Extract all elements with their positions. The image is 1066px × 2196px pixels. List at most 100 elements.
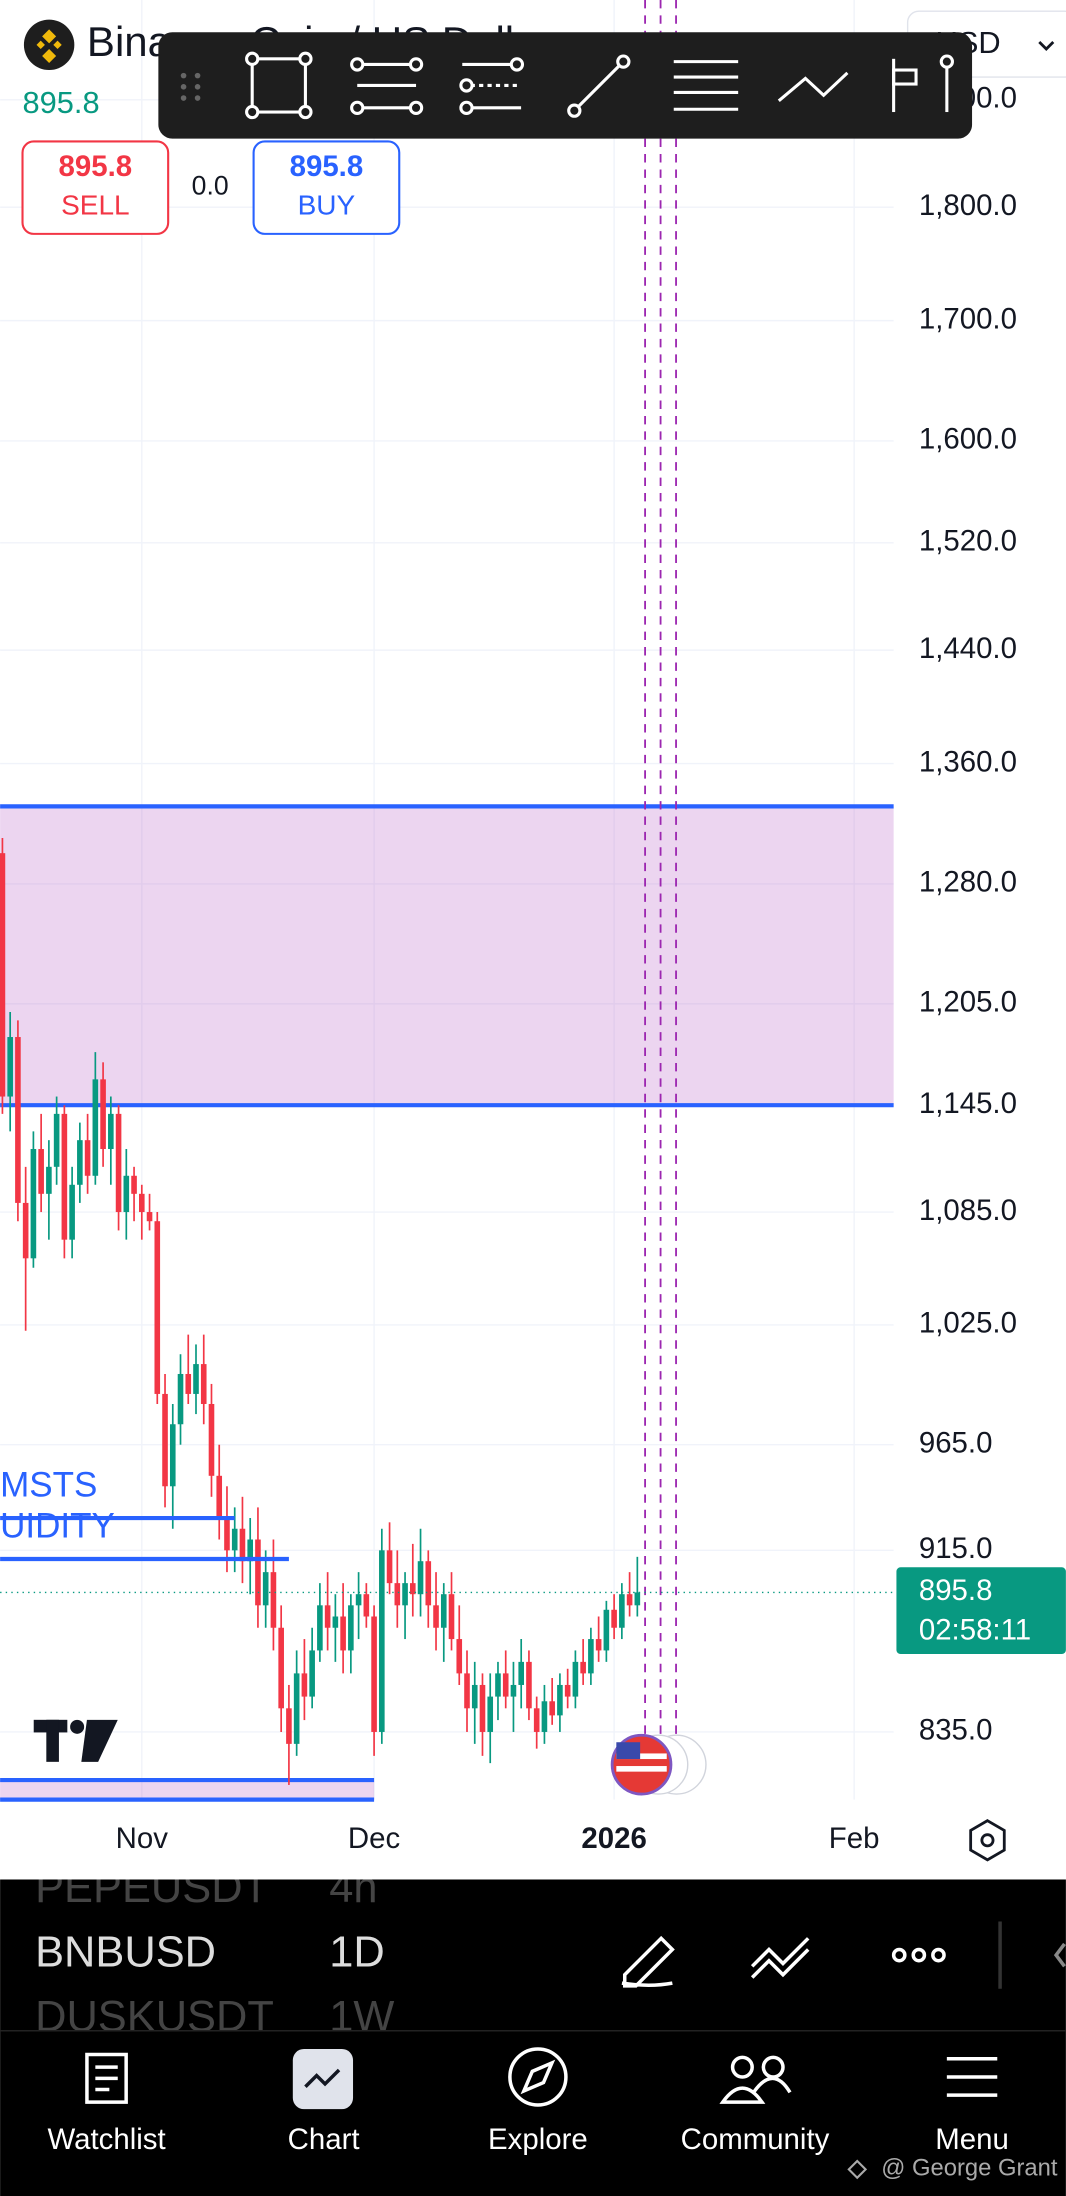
lines-tool[interactable] xyxy=(673,60,739,111)
candle-body xyxy=(293,1673,300,1744)
candle-body xyxy=(363,1594,370,1617)
candle-body xyxy=(611,1609,617,1628)
watermark: @ George Grant xyxy=(881,2155,1058,2182)
nav-labels: Watchlist Chart Explore Community Menu xyxy=(47,2123,1008,2156)
symbol-logo[interactable] xyxy=(23,19,75,71)
candle-body xyxy=(301,1673,308,1697)
candle-body xyxy=(549,1701,555,1716)
candle-body xyxy=(355,1594,362,1606)
settings-icon[interactable] xyxy=(969,1819,1006,1862)
channel-tool[interactable] xyxy=(459,57,525,115)
buy-label: BUY xyxy=(298,190,356,221)
buy-button[interactable] xyxy=(252,140,401,235)
watermark-icon xyxy=(847,2159,868,2180)
trend-line-tool[interactable] xyxy=(567,54,631,118)
fib-tool[interactable] xyxy=(350,57,424,115)
candle-body xyxy=(394,1583,401,1606)
candle-body xyxy=(239,1528,246,1562)
candle-body xyxy=(154,1221,161,1394)
path-tool[interactable] xyxy=(777,71,849,103)
candle-body xyxy=(262,1572,269,1606)
candle-body xyxy=(409,1583,416,1595)
nav-label[interactable]: Watchlist xyxy=(47,2123,165,2156)
rectangle-tool[interactable] xyxy=(245,51,313,120)
explore-icon[interactable] xyxy=(508,2047,568,2107)
level-label: UIDITY xyxy=(0,1506,115,1545)
candle-body xyxy=(7,1037,13,1097)
interval[interactable]: 1W xyxy=(329,1993,394,2041)
candle-body xyxy=(77,1140,83,1185)
x-tick-label: Dec xyxy=(348,1822,400,1855)
logo-mark xyxy=(36,29,62,64)
candle-body xyxy=(417,1561,424,1595)
nav-label[interactable]: Community xyxy=(681,2123,830,2156)
candle-body xyxy=(433,1605,439,1628)
community-icon[interactable] xyxy=(719,2055,792,2104)
y-tick-label: 965.0 xyxy=(919,1426,993,1459)
more-tools[interactable] xyxy=(892,54,954,113)
nav-label[interactable]: Chart xyxy=(288,2123,360,2156)
candle-body xyxy=(603,1609,610,1651)
drag-handle[interactable] xyxy=(180,72,201,101)
more-button[interactable] xyxy=(891,1947,946,1963)
candle-body xyxy=(464,1673,470,1709)
x-tick-label: Feb xyxy=(829,1822,880,1855)
watchlist-icon[interactable] xyxy=(85,2052,128,2104)
dropdown-arrow xyxy=(1038,41,1055,51)
candle-body xyxy=(479,1684,486,1732)
candle-body xyxy=(286,1708,292,1744)
y-tick-label: 1,800.0 xyxy=(919,189,1017,222)
symbol[interactable]: PEPEUSDT xyxy=(35,1864,269,1912)
symbol[interactable]: BNBUSD xyxy=(35,1929,216,1977)
candle-body xyxy=(15,1037,21,1203)
chart-icon-bg[interactable] xyxy=(292,2048,354,2110)
economic-events[interactable] xyxy=(610,1733,707,1796)
candle-body xyxy=(317,1605,323,1651)
panel-actions xyxy=(621,1921,1066,1989)
y-tick-label: 1,085.0 xyxy=(919,1194,1017,1227)
menu-icon[interactable] xyxy=(946,2056,998,2097)
candle-body xyxy=(634,1592,641,1606)
interval[interactable]: 4h xyxy=(329,1864,377,1912)
candle-body xyxy=(216,1475,223,1519)
candle-body xyxy=(131,1175,137,1194)
candle-body xyxy=(379,1550,385,1732)
candle-body xyxy=(200,1364,207,1404)
sell-label: SELL xyxy=(61,190,130,221)
candle-body xyxy=(138,1193,145,1213)
nav-label[interactable]: Menu xyxy=(935,2123,1009,2156)
candle-body xyxy=(324,1605,331,1628)
sell-price: 895.8 xyxy=(59,150,133,183)
level-label: MSTS xyxy=(0,1465,97,1504)
y-tick-label: 1,700.0 xyxy=(919,302,1017,335)
price-tag-label: 895.8 xyxy=(919,1574,993,1607)
candle-body xyxy=(533,1708,540,1732)
draw-button[interactable] xyxy=(621,1935,675,1988)
y-tick-label: 1,520.0 xyxy=(919,525,1017,558)
sell-button[interactable] xyxy=(21,140,170,235)
collapse-arrow[interactable] xyxy=(1053,1942,1066,1968)
candle-body xyxy=(247,1539,254,1562)
spread: 0.0 xyxy=(192,171,229,201)
candle-body xyxy=(30,1149,37,1259)
candle-body xyxy=(69,1184,75,1240)
candle-body xyxy=(518,1661,525,1685)
candle-body xyxy=(84,1140,91,1176)
candle-body xyxy=(332,1616,339,1628)
candle-body xyxy=(193,1364,199,1394)
nav-label[interactable]: Explore xyxy=(488,2123,588,2156)
countdown: 02:58:11 xyxy=(919,1613,1031,1646)
interval[interactable]: 1D xyxy=(329,1929,385,1977)
candle-body xyxy=(580,1661,586,1674)
candle-body xyxy=(0,853,6,1097)
y-tick-label: 1,600.0 xyxy=(919,423,1017,456)
y-tick-label: 1,205.0 xyxy=(919,986,1017,1019)
candle-body xyxy=(340,1616,346,1651)
symbol[interactable]: DUSKUSDT xyxy=(35,1993,274,2041)
tools-button[interactable] xyxy=(750,1937,810,1979)
candle-body xyxy=(92,1079,99,1176)
header-price: 895.8 xyxy=(23,85,100,120)
candle-body xyxy=(557,1684,563,1716)
candle-body xyxy=(208,1403,215,1476)
